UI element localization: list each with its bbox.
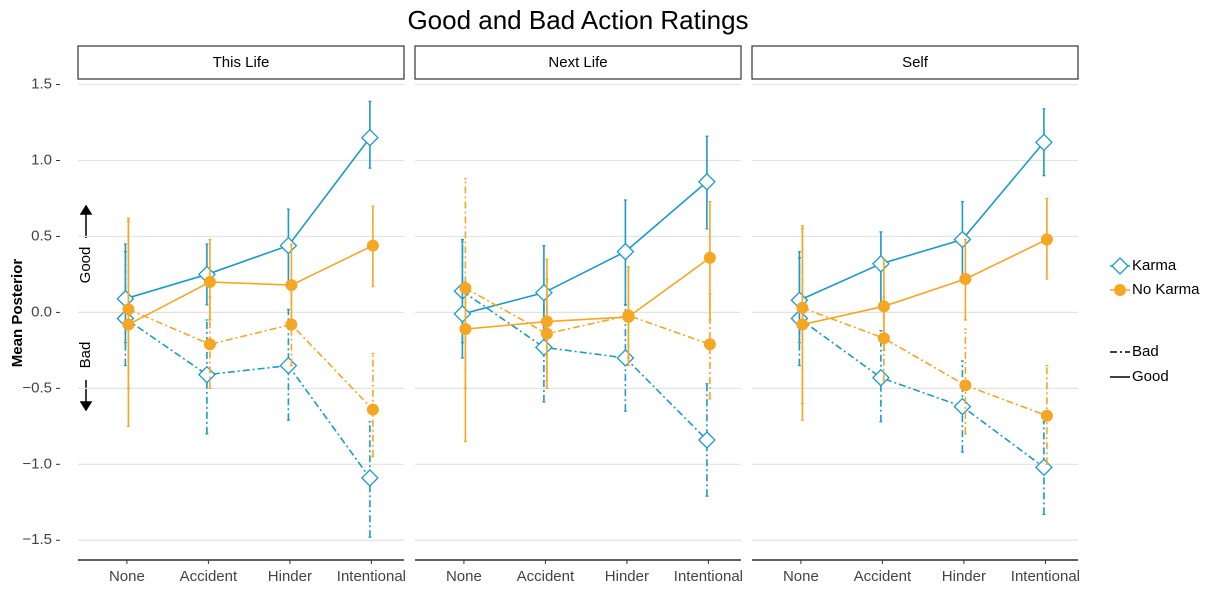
chart-title: Good and Bad Action Ratings	[407, 5, 748, 35]
facet-title: Self	[902, 54, 929, 71]
series-line	[125, 137, 371, 300]
point	[203, 338, 216, 351]
x-tick-label: Accident	[180, 568, 238, 585]
point	[122, 318, 135, 331]
x-tick-label: None	[109, 568, 145, 585]
point	[871, 254, 890, 273]
legend-marker	[1111, 257, 1129, 275]
point	[203, 276, 216, 289]
annotation-arrows	[79, 204, 93, 412]
y-tick-label: 1.0	[31, 151, 52, 168]
point	[1040, 233, 1053, 246]
point	[703, 251, 716, 264]
point	[703, 338, 716, 351]
point	[366, 239, 379, 252]
y-tick-label: 0.5	[31, 227, 52, 244]
point	[1034, 133, 1053, 152]
y-tick-label: −0.5	[22, 379, 52, 396]
point	[796, 318, 809, 331]
series-line	[798, 317, 1045, 468]
series-line	[124, 317, 371, 479]
point	[953, 230, 972, 249]
point	[1034, 458, 1053, 477]
series-line	[462, 181, 708, 315]
facet-strip	[751, 45, 1079, 80]
x-tick-label: Intentional	[337, 568, 406, 585]
bad-annotation: Bad	[77, 342, 94, 369]
facet-title: Next Life	[548, 54, 607, 71]
legend-marker	[1114, 284, 1126, 296]
facet-strip	[77, 45, 405, 80]
point	[360, 128, 379, 147]
point	[877, 300, 890, 313]
point	[1040, 409, 1053, 422]
y-axis-label: Mean Posterior	[9, 259, 26, 368]
point	[622, 310, 635, 323]
y-tick-label: −1.0	[22, 455, 52, 472]
legend-label: Bad	[1132, 343, 1159, 360]
point	[953, 397, 972, 416]
point	[279, 236, 298, 255]
point	[697, 172, 716, 191]
series-line	[465, 287, 711, 346]
point	[697, 431, 716, 449]
series-line	[802, 238, 1048, 326]
x-tick-label: None	[446, 568, 482, 585]
y-tick-label: −1.5	[22, 531, 52, 548]
point	[959, 272, 972, 285]
point	[285, 279, 298, 292]
y-tick-label: 0.0	[31, 303, 52, 320]
point	[459, 323, 472, 336]
point	[616, 242, 635, 261]
point	[871, 368, 890, 387]
point	[616, 349, 635, 367]
series-line	[128, 244, 374, 326]
point	[366, 403, 379, 416]
series-line	[802, 307, 1048, 417]
x-tick-label: Hinder	[605, 568, 649, 585]
x-tick-label: Accident	[517, 568, 575, 585]
series-line	[465, 257, 711, 330]
legend-label: No Karma	[1132, 281, 1200, 298]
good-annotation: Good	[77, 247, 94, 284]
legend-label: Good	[1132, 368, 1169, 385]
x-tick-label: Hinder	[268, 568, 312, 585]
facet-strip	[414, 45, 742, 80]
x-tick-label: Intentional	[674, 568, 743, 585]
point	[453, 305, 472, 323]
legend-label: Karma	[1132, 257, 1177, 274]
point	[540, 315, 553, 328]
facet-title: This Life	[213, 54, 270, 71]
x-tick-label: Hinder	[942, 568, 986, 585]
series-line	[799, 141, 1045, 301]
point	[534, 338, 553, 357]
point	[959, 379, 972, 392]
x-tick-label: Accident	[854, 568, 912, 585]
point	[279, 356, 298, 375]
point	[197, 365, 216, 384]
x-tick-label: Intentional	[1011, 568, 1080, 585]
point	[534, 283, 553, 302]
y-tick-label: 1.5	[31, 76, 52, 93]
series-line	[461, 290, 708, 441]
series-line	[128, 308, 374, 411]
x-tick-label: None	[783, 568, 819, 585]
point	[360, 469, 379, 487]
